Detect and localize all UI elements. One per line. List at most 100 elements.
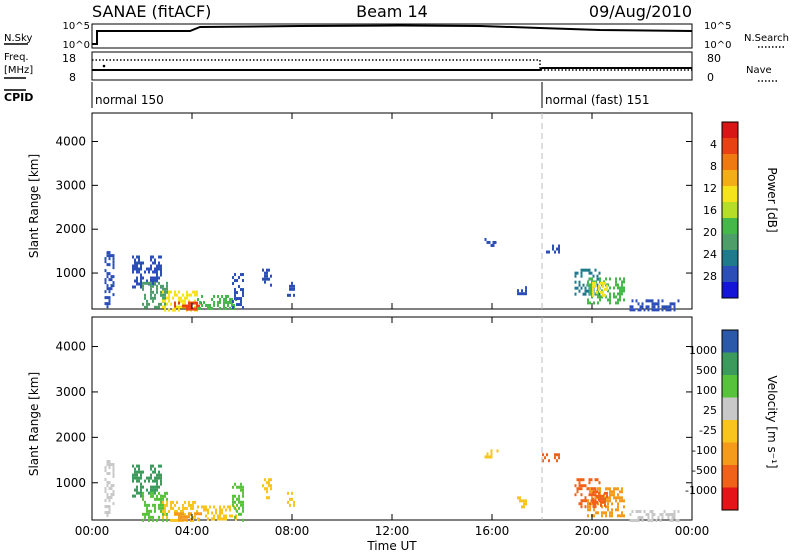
echo-cell bbox=[182, 515, 184, 519]
echo-cell bbox=[152, 488, 154, 492]
echo-cell bbox=[152, 282, 154, 286]
colorbar-tick-label: 25 bbox=[703, 404, 717, 417]
echo-cell bbox=[584, 286, 587, 290]
echo-cell bbox=[592, 491, 594, 495]
echo-cell bbox=[182, 293, 184, 297]
echo-cell bbox=[144, 293, 146, 297]
echo-cell bbox=[592, 490, 595, 494]
echo-cell bbox=[598, 481, 601, 485]
echo-cell bbox=[589, 277, 591, 281]
echo-cell bbox=[607, 505, 609, 509]
echo-cell bbox=[236, 485, 238, 489]
echo-cell bbox=[584, 505, 587, 509]
echo-cell bbox=[142, 302, 144, 306]
echo-cell bbox=[631, 510, 634, 514]
echo-cell bbox=[623, 514, 625, 518]
echo-cell bbox=[152, 290, 154, 294]
echo-cell bbox=[661, 299, 664, 303]
echo-cell bbox=[229, 306, 231, 310]
echo-cell bbox=[164, 293, 166, 297]
freq-label-line2: [MHz] bbox=[4, 65, 33, 76]
echo-cell bbox=[647, 519, 650, 523]
echo-cell bbox=[602, 497, 604, 501]
echo-cell bbox=[142, 281, 144, 285]
echo-cell bbox=[178, 308, 180, 312]
echo-cell bbox=[170, 518, 172, 522]
echo-cell bbox=[223, 297, 225, 301]
echo-cell bbox=[192, 515, 194, 519]
echo-cell bbox=[580, 286, 583, 290]
echo-cell bbox=[598, 491, 600, 495]
echo-cell bbox=[221, 517, 223, 521]
echo-cell bbox=[158, 515, 160, 519]
echo-cell bbox=[595, 292, 597, 296]
echo-cell bbox=[621, 283, 623, 287]
echo-cell bbox=[293, 503, 295, 507]
echo-cell bbox=[264, 478, 266, 482]
echo-cell bbox=[205, 303, 207, 307]
echo-cell bbox=[548, 250, 550, 254]
echo-cell bbox=[558, 250, 560, 254]
echo-cell bbox=[525, 502, 527, 506]
echo-cell bbox=[154, 276, 156, 280]
echo-cell bbox=[647, 513, 650, 517]
echo-cell bbox=[619, 295, 621, 299]
echo-cell bbox=[217, 294, 219, 298]
echo-cell bbox=[148, 503, 150, 507]
echo-cell bbox=[150, 464, 152, 468]
echo-cell bbox=[490, 243, 493, 247]
echo-cell bbox=[623, 298, 625, 302]
echo-cell bbox=[162, 293, 164, 297]
echo-cell bbox=[152, 299, 154, 303]
echo-cell bbox=[525, 499, 527, 503]
echo-cell bbox=[576, 286, 579, 290]
echo-cell bbox=[104, 281, 107, 285]
echo-cell bbox=[162, 290, 164, 294]
colorbar-segment bbox=[722, 170, 738, 186]
echo-cell bbox=[546, 250, 548, 254]
echo-cell bbox=[599, 487, 601, 491]
echo-cell bbox=[266, 277, 268, 281]
echo-cell bbox=[635, 510, 638, 514]
echo-cell bbox=[240, 297, 242, 301]
echo-cell bbox=[238, 497, 240, 501]
echo-cell bbox=[615, 508, 617, 512]
echo-cell bbox=[591, 277, 593, 281]
echo-cell bbox=[623, 280, 625, 284]
echo-cell bbox=[673, 305, 676, 309]
echo-cell bbox=[178, 512, 180, 516]
echo-cell bbox=[166, 497, 168, 501]
echo-cell bbox=[609, 496, 611, 500]
echo-cell bbox=[166, 500, 168, 504]
echo-cell bbox=[649, 519, 652, 523]
colorbar-tick-label: -100 bbox=[692, 444, 717, 457]
echo-cell bbox=[188, 512, 190, 516]
echo-cell bbox=[176, 500, 178, 504]
echo-cell bbox=[201, 505, 203, 509]
echo-cell bbox=[615, 496, 617, 500]
echo-cell bbox=[217, 517, 219, 521]
echo-cell bbox=[594, 500, 596, 504]
echo-cell bbox=[132, 473, 134, 477]
echo-cell bbox=[140, 494, 142, 498]
echo-cell bbox=[268, 268, 270, 272]
freq-tick-top: 18 bbox=[62, 52, 76, 65]
echo-cell bbox=[268, 481, 270, 485]
echo-cell bbox=[673, 510, 676, 514]
echo-cell bbox=[160, 497, 162, 501]
echo-cell bbox=[607, 298, 609, 302]
echo-cell bbox=[104, 487, 107, 491]
echo-cell bbox=[605, 487, 607, 491]
echo-cell bbox=[293, 287, 295, 291]
echo-cell bbox=[154, 258, 156, 262]
echo-cell bbox=[594, 490, 597, 494]
echo-cell bbox=[164, 509, 166, 513]
echo-cell bbox=[232, 282, 234, 286]
echo-cell bbox=[667, 308, 670, 312]
colorbar-segment bbox=[722, 442, 738, 465]
echo-cell bbox=[180, 305, 182, 309]
echo-cell bbox=[613, 295, 615, 299]
echo-cell bbox=[242, 273, 244, 277]
echo-cell bbox=[158, 264, 160, 268]
echo-cell bbox=[574, 286, 577, 290]
